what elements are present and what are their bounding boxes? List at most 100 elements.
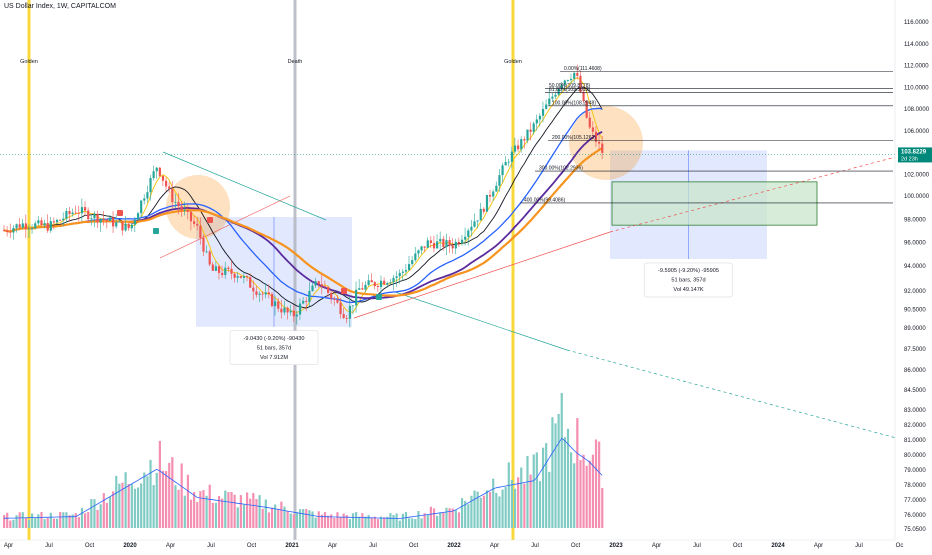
candle-body (517, 145, 520, 150)
volume-bar (227, 492, 230, 528)
volume-bar (582, 454, 585, 528)
volume-bar (202, 490, 205, 528)
candle-body (239, 276, 242, 278)
candle-body (49, 221, 52, 231)
candle-body (96, 213, 99, 223)
signal-marker (341, 288, 347, 294)
candle-body (320, 284, 323, 287)
y-tick-label: 79.0000 (904, 468, 926, 474)
volume-bar (454, 510, 457, 528)
trendline-green-2 (394, 291, 568, 351)
volume-bar (342, 513, 345, 528)
candle-body (227, 267, 230, 269)
x-tick-label: Apr (166, 543, 175, 549)
candle-body (532, 123, 535, 132)
volume-bar (165, 471, 168, 528)
y-tick-label: 89.0000 (904, 326, 926, 332)
candle-body (186, 210, 190, 212)
candle-body (389, 282, 392, 284)
y-tick-label: 86.0000 (904, 368, 926, 374)
candle-body (149, 178, 152, 193)
candle-body (392, 277, 395, 283)
candle-body (417, 250, 420, 254)
candle-body (140, 200, 143, 214)
candle-body (457, 241, 461, 244)
volume-bar (189, 499, 193, 528)
candle-body (258, 293, 261, 295)
candle-body (464, 236, 467, 240)
volume-bar (513, 488, 517, 528)
volume-bar (535, 452, 538, 528)
x-tick-label: Apr (4, 543, 13, 549)
candle-body (34, 223, 37, 229)
y-tick-label: 76.0000 (904, 513, 926, 519)
volume-bar (364, 516, 367, 528)
volume-bar (230, 491, 233, 528)
volume-bar (591, 454, 595, 528)
fib-level-label: 200.00%(105.1262) (552, 135, 596, 141)
volume-bar (451, 508, 454, 528)
volume-bar (115, 475, 118, 528)
measure-label-1-bg (229, 330, 319, 366)
volume-bar (40, 512, 43, 528)
volume-bar (136, 487, 140, 528)
volume-bar (93, 499, 96, 528)
volume-bar (77, 517, 80, 528)
volume-bar (585, 465, 588, 528)
y-tick-label: 90.5000 (904, 307, 926, 313)
candle-body (336, 299, 339, 303)
candle-body (545, 104, 548, 109)
volume-bar (367, 515, 370, 528)
candle-body (246, 276, 249, 278)
candle-body (495, 185, 498, 192)
candle-body (136, 213, 140, 220)
volume-bar (404, 511, 408, 528)
volume-bar (214, 502, 218, 528)
candle-body (579, 75, 582, 92)
candle-body (277, 301, 280, 309)
x-tick-label: Oc (896, 543, 904, 549)
candle-body (112, 217, 115, 227)
candle-body (165, 180, 168, 187)
volume-bar (579, 460, 582, 528)
candle-body (333, 298, 336, 300)
candle-body (99, 219, 102, 223)
candle-body (411, 260, 414, 265)
candle-body (548, 98, 551, 105)
volume-bar (289, 513, 292, 528)
candle-body (3, 230, 6, 232)
candle-body (302, 300, 305, 304)
volume-bar (118, 483, 121, 528)
volume-bar (408, 518, 411, 528)
candle-body (439, 238, 442, 242)
volume-bar (526, 455, 529, 528)
volume-bar (127, 484, 130, 528)
volume-bar (439, 512, 442, 528)
candle-body (541, 108, 545, 116)
candle-body (152, 171, 155, 179)
vertical-marker-1 (27, 0, 31, 540)
volume-bar (498, 496, 501, 528)
volume-bar (52, 518, 56, 528)
volume-bar (436, 515, 439, 528)
volume-bar (414, 519, 417, 528)
volume-bar (274, 504, 277, 528)
volume-bar (445, 507, 448, 528)
x-tick-label: Oct (733, 543, 743, 549)
volume-bar (482, 495, 485, 528)
volume-bar (270, 507, 274, 528)
volume-bar (62, 512, 65, 528)
chart-title: US Dollar Index, 1W, CAPITALCOM (4, 3, 116, 10)
candle-body (601, 143, 604, 153)
volume-bar (87, 512, 90, 528)
candle-body (339, 302, 342, 315)
volume-bar (43, 519, 46, 528)
volume-bar (27, 519, 31, 528)
candle-body (395, 276, 398, 278)
x-tick-label: Jul (531, 543, 539, 549)
candle-body (124, 223, 127, 231)
candle-body (93, 213, 96, 219)
candle-body (311, 285, 314, 291)
